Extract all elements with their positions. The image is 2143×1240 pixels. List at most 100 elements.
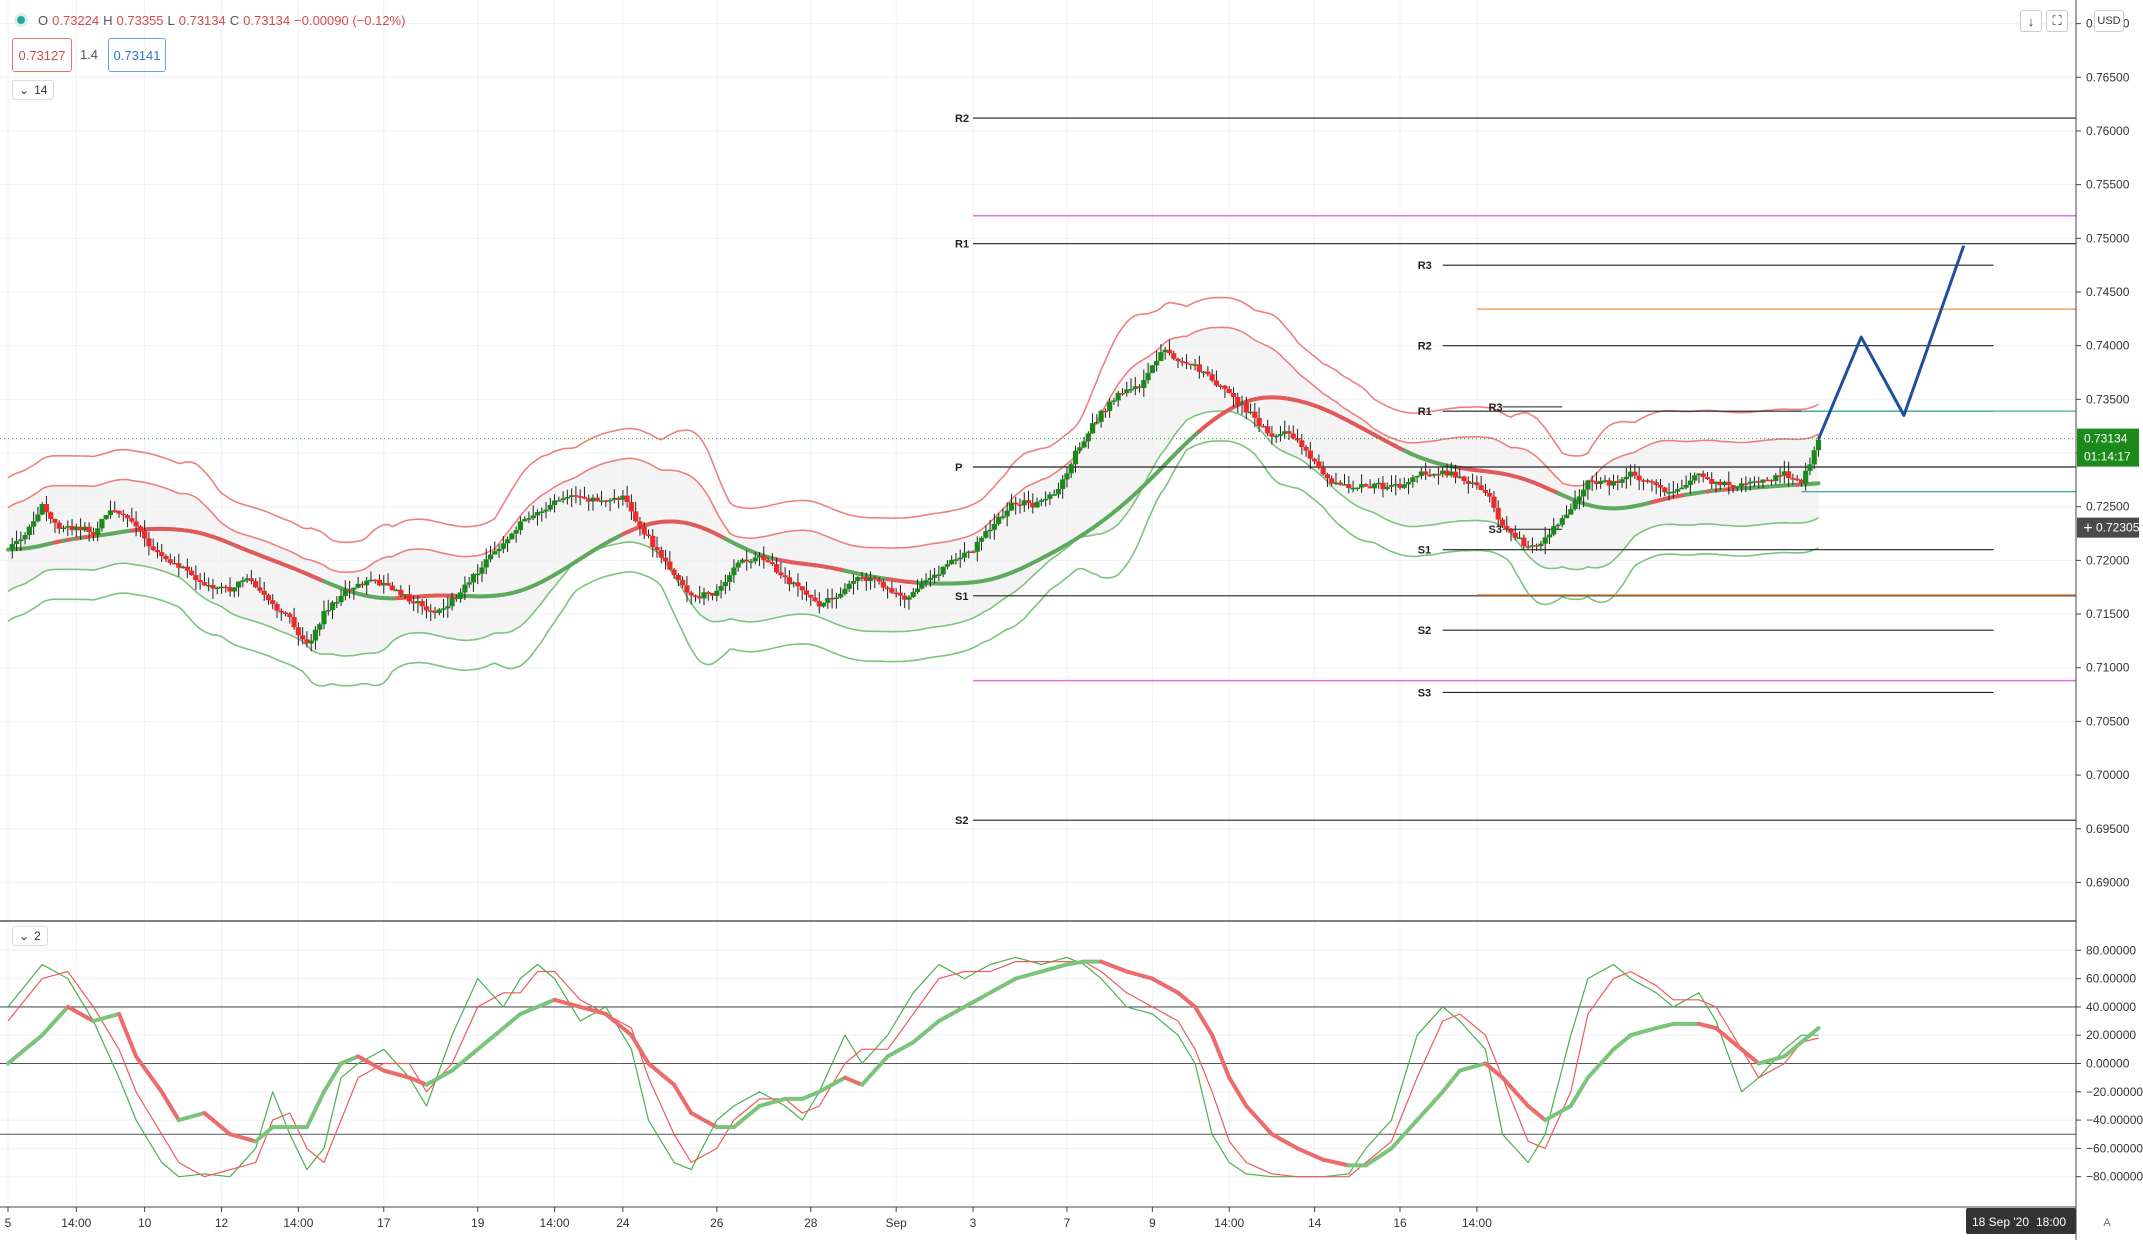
candle-down	[573, 495, 579, 497]
candle-down	[1794, 478, 1800, 481]
candle-down	[432, 610, 438, 613]
candle-up	[206, 584, 212, 587]
candle-down	[43, 504, 50, 513]
candle-up	[1529, 545, 1535, 547]
candle-up	[1060, 479, 1066, 489]
candle-down	[129, 518, 135, 522]
oscillator-pane	[0, 920, 2076, 1178]
candle-up	[718, 586, 724, 591]
oscillator-tick-label: −80.00000	[2086, 1170, 2143, 1184]
candle-up	[739, 559, 746, 563]
candle-up	[1666, 492, 1672, 494]
candle-down	[223, 586, 229, 589]
price-tick-label: 0.69000	[2086, 875, 2130, 889]
candle-up	[1354, 487, 1360, 490]
candle-down	[1363, 484, 1369, 487]
sell-price-button[interactable]: 0.73127	[12, 38, 72, 72]
oscillator-tick-label: −40.00000	[2086, 1113, 2143, 1127]
candle-down	[1243, 402, 1249, 413]
candle-up	[547, 505, 553, 510]
candle-up	[1760, 479, 1766, 483]
candle-down	[705, 592, 711, 594]
candle-up	[1576, 496, 1582, 501]
candle-down	[1606, 480, 1612, 486]
oscillator-signal-segment	[637, 1047, 651, 1066]
time-tick-label: 9	[1149, 1216, 1156, 1230]
time-tick-label: 14:00	[283, 1216, 313, 1230]
candle-up	[1692, 475, 1698, 481]
candle-down	[1380, 482, 1386, 490]
lower-band-outer	[7, 440, 1819, 687]
candle-up	[1470, 482, 1476, 484]
candle-down	[1324, 474, 1331, 479]
crosshair-time-label: 18 Sep '20	[1972, 1215, 2029, 1229]
candle-down	[692, 595, 699, 597]
candle-up	[1149, 365, 1155, 373]
candle-up	[487, 554, 494, 560]
candle-up	[534, 512, 541, 516]
candle-down	[628, 502, 635, 512]
candle-up	[1047, 494, 1053, 499]
candle-up	[218, 586, 225, 589]
candle-up	[748, 561, 754, 563]
oscillator-signal-segment	[680, 1096, 694, 1116]
crosshair-hour-label: 18:00	[2036, 1215, 2066, 1229]
candle-up	[475, 573, 481, 576]
candle-up	[9, 544, 15, 550]
time-tick-label: 14:00	[540, 1216, 570, 1230]
oscillator-signal-segment	[1398, 1127, 1411, 1141]
candle-up	[927, 577, 933, 581]
oscillator-signal-segment	[142, 1066, 156, 1083]
candle-down	[1252, 411, 1258, 418]
candle-up	[1089, 423, 1096, 434]
fullscreen-icon[interactable]: ⛶	[2046, 10, 2068, 32]
candle-up	[607, 499, 613, 502]
oscillator-signal-segment	[168, 1103, 181, 1123]
time-tick-label: 12	[215, 1216, 229, 1230]
candle-down	[146, 538, 152, 547]
candle-up	[1008, 502, 1015, 511]
oscillator-signal-segment	[117, 1011, 130, 1038]
candle-down	[1171, 353, 1177, 359]
candle-up	[1055, 488, 1062, 495]
candle-up	[329, 602, 336, 611]
candle-up	[1803, 470, 1809, 484]
candle-up	[756, 555, 763, 558]
candle-up	[590, 497, 596, 502]
candle-up	[957, 557, 963, 560]
oscillator-tick-label: 0.00000	[2086, 1057, 2130, 1071]
candle-up	[1273, 435, 1279, 438]
candle-down	[671, 569, 677, 576]
candle-up	[1085, 433, 1091, 442]
candle-up	[1670, 491, 1676, 494]
bollinger-collapse-toggle[interactable]: ⌄ 14	[12, 80, 55, 100]
candle-up	[1021, 500, 1027, 506]
candle-up	[462, 584, 468, 593]
monthly-pivot-label: P	[955, 462, 962, 474]
candle-up	[1401, 484, 1407, 488]
candle-down	[1260, 425, 1266, 428]
candle-up	[240, 580, 246, 582]
oscillator-collapse-toggle[interactable]: ⌄ 2	[12, 926, 48, 946]
candle-down	[184, 566, 190, 571]
oscillator-signal-segment	[134, 1054, 147, 1071]
candle-up	[1418, 471, 1424, 476]
candle-down	[1717, 481, 1723, 486]
scroll-down-icon[interactable]: ↓	[2020, 10, 2042, 32]
candle-up	[1350, 487, 1356, 490]
candle-up	[530, 515, 536, 519]
candle-up	[415, 601, 421, 604]
buy-price-button[interactable]: 0.73141	[108, 38, 166, 72]
candle-down	[1337, 482, 1343, 485]
candle-up	[231, 587, 237, 592]
auto-scale-button[interactable]: A	[2103, 1217, 2111, 1229]
candle-down	[1307, 450, 1313, 459]
candle-down	[1777, 475, 1783, 477]
currency-button[interactable]: USD	[2094, 10, 2124, 32]
crosshair-price-badge	[2077, 517, 2139, 538]
candle-up	[317, 624, 323, 630]
candle-up	[35, 514, 41, 522]
candle-down	[1179, 361, 1185, 363]
